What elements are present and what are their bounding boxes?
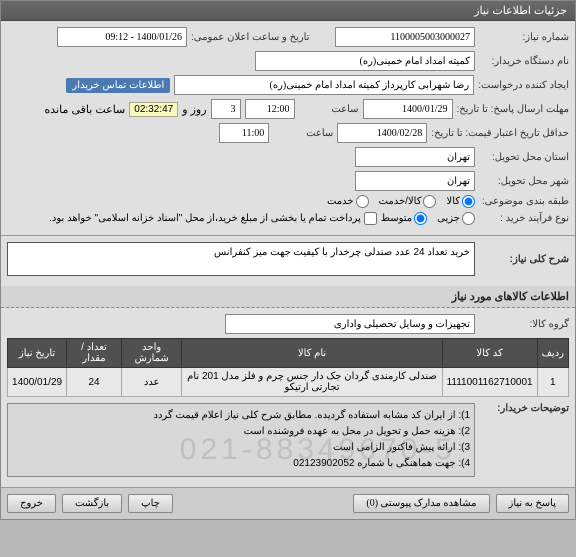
delivery-city-field[interactable] <box>355 171 475 191</box>
radio-service-input[interactable] <box>356 195 369 208</box>
group-radios: کالا کالا/خدمت خدمت <box>327 195 475 208</box>
table-cell: عدد <box>121 368 182 397</box>
radio-medium[interactable]: متوسط <box>381 212 427 225</box>
time-label-2: ساعت <box>273 128 333 139</box>
summary-label: شرح کلی نیاز: <box>479 254 569 265</box>
days-field[interactable] <box>211 99 241 119</box>
radio-goods-input[interactable] <box>462 195 475 208</box>
public-datetime-label: تاریخ و ساعت اعلان عمومی: <box>191 32 331 43</box>
panel-title: جزئیات اطلاعات نیاز <box>1 1 575 21</box>
creator-field[interactable] <box>174 75 474 95</box>
radio-service[interactable]: خدمت <box>327 195 369 208</box>
contact-link[interactable]: اطلاعات تماس خریدار <box>66 78 170 93</box>
payment-checkbox-input[interactable] <box>364 212 377 225</box>
days-label: روز و <box>182 103 206 116</box>
table-cell: 1400/01/29 <box>8 368 67 397</box>
radio-goods-service[interactable]: کالا/خدمت <box>379 195 437 208</box>
items-section-title: اطلاعات کالاهای مورد نیاز <box>1 286 575 308</box>
buyer-notes: 1): از ایران کد مشابه استفاده گردیده. مط… <box>7 403 475 477</box>
table-cell: 1 <box>537 368 568 397</box>
delivery-province-label: استان محل تحویل: <box>479 152 569 163</box>
table-cell: 24 <box>67 368 122 397</box>
public-datetime-field[interactable] <box>57 27 187 47</box>
table-header: نام کالا <box>182 339 442 368</box>
table-header: ردیف <box>537 339 568 368</box>
need-number-field[interactable] <box>335 27 475 47</box>
table-cell: 1111001162710001 <box>442 368 537 397</box>
delivery-province-field[interactable] <box>355 147 475 167</box>
countdown-clock: 02:32:47 <box>129 102 178 117</box>
note-line: 1): از ایران کد مشابه استفاده گردیده. مط… <box>12 408 470 424</box>
validity-time-field[interactable] <box>219 123 269 143</box>
table-header: تعداد / مقدار <box>67 339 122 368</box>
note-line: 3): ارائه پیش فاکتور الزامی است <box>12 440 470 456</box>
radio-small[interactable]: جزیی <box>437 212 475 225</box>
time-label-1: ساعت <box>299 104 359 115</box>
radio-goods-service-input[interactable] <box>423 195 436 208</box>
creator-label: ایجاد کننده درخواست: <box>478 80 569 91</box>
goods-group-label: گروه کالا: <box>479 319 569 330</box>
notes-label: توضیحات خریدار: <box>479 403 569 414</box>
goods-group-field[interactable] <box>225 314 475 334</box>
validity-date-field[interactable] <box>337 123 427 143</box>
process-radios: جزیی متوسط <box>381 212 475 225</box>
radio-medium-input[interactable] <box>414 212 427 225</box>
deadline-date-field[interactable] <box>363 99 453 119</box>
need-number-label: شماره نیاز: <box>479 32 569 43</box>
radio-goods[interactable]: کالا <box>446 195 475 208</box>
deadline-time-field[interactable] <box>245 99 295 119</box>
radio-small-input[interactable] <box>462 212 475 225</box>
validity-label: حداقل تاریخ اعتبار قیمت: تا تاریخ: <box>431 128 569 139</box>
close-button[interactable]: بازگشت <box>62 494 122 513</box>
clock-suffix: ساعت باقی مانده <box>45 103 126 116</box>
deadline-send-label: مهلت ارسال پاسخ: تا تاریخ: <box>457 104 569 115</box>
table-header: واحد شمارش <box>121 339 182 368</box>
delivery-city-label: شهر محل تحویل: <box>479 176 569 187</box>
table-row[interactable]: 11111001162710001صندلی کارمندی گردان جک … <box>8 368 569 397</box>
group-label: طبقه بندی موضوعی: <box>479 196 569 207</box>
exit-button[interactable]: خروج <box>7 494 56 513</box>
buyer-org-label: نام دستگاه خریدار: <box>479 56 569 67</box>
note-line: 4): جهت هماهنگی با شماره 02123902052 <box>12 456 470 472</box>
table-header: تاریخ نیاز <box>8 339 67 368</box>
table-header: کد کالا <box>442 339 537 368</box>
note-line: 2): هزینه حمل و تحویل در محل به عهده فرو… <box>12 424 470 440</box>
reply-button[interactable]: پاسخ به نیاز <box>496 494 570 513</box>
summary-text: خرید تعداد 24 عدد صندلی چرخدار با کیفیت … <box>7 242 475 276</box>
table-cell: صندلی کارمندی گردان جک دار جنس چرم و فلز… <box>182 368 442 397</box>
payment-checkbox[interactable]: پرداخت تمام یا بخشی از مبلغ خرید،از محل … <box>49 212 377 225</box>
buyer-org-field[interactable] <box>255 51 475 71</box>
attachments-button[interactable]: مشاهده مدارک پیوستی (0) <box>353 494 489 513</box>
items-table: ردیفکد کالانام کالاواحد شمارشتعداد / مقد… <box>7 338 569 397</box>
print-button[interactable]: چاپ <box>128 494 173 513</box>
process-label: نوع فرآیند خرید : <box>479 213 569 224</box>
